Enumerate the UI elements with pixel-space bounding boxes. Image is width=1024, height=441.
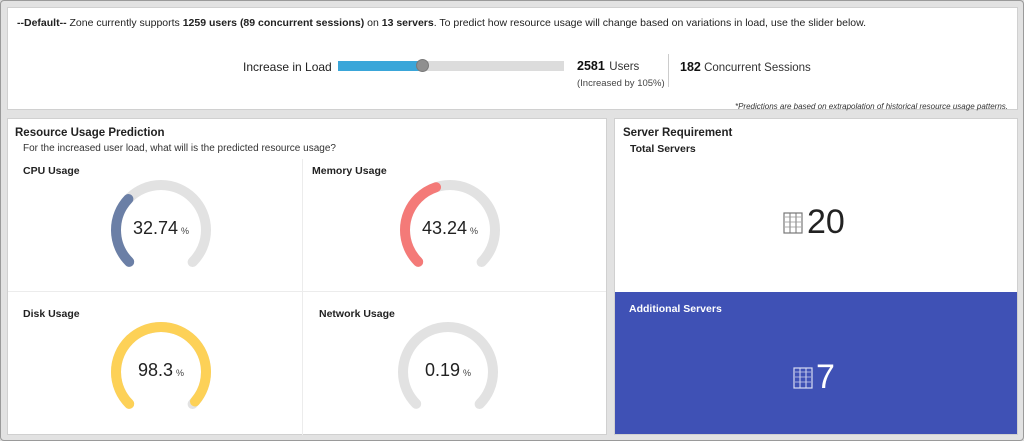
usage-panel-title: Resource Usage Prediction [15,127,165,139]
current-sessions: (89 concurrent sessions) [239,17,365,29]
network-usage-title: Network Usage [319,308,395,320]
predicted-sessions-label: Concurrent Sessions [704,62,811,74]
predicted-sessions: 182 Concurrent Sessions [680,60,811,74]
resource-usage-panel: Resource Usage Prediction For the increa… [7,118,607,435]
cpu-usage-title: CPU Usage [23,165,80,177]
disk-usage-value: 98.3% [137,360,185,380]
usage-panel-subtitle: For the increased user load, what will i… [23,143,336,154]
increase-note: (Increased by 105%) [577,78,665,89]
predicted-users-label: Users [609,61,640,73]
additional-servers-value-group: 7 [793,358,835,397]
server-requirement-panel: Server Requirement Total Servers 20 Addi… [614,118,1018,435]
disk-gauge-arc [111,322,211,422]
predicted-users: 2581 Users (Increased by 105%) [577,57,665,89]
additional-servers-card: Additional Servers 7 [615,292,1017,434]
cpu-usage-value: 32.74% [132,218,190,238]
memory-usage-value: 43.24% [421,218,479,238]
increase-load-label: Increase in Load [243,60,332,74]
server-rack-icon [783,211,803,234]
network-usage-value: 0.19% [424,360,472,380]
predicted-users-value: 2581 [577,59,605,73]
cpu-gauge-arc [111,180,211,280]
additional-servers-value: 7 [816,358,835,396]
load-slider[interactable] [338,59,564,72]
current-servers: 13 servers [381,17,434,29]
additional-servers-title: Additional Servers [629,303,722,315]
cpu-gauge [111,180,211,280]
disk-gauge [111,322,211,422]
total-servers-value-group: 20 [783,203,845,242]
memory-usage-title: Memory Usage [312,165,387,177]
prediction-footnote: *Predictions are based on extrapolation … [734,102,1008,111]
total-servers-value: 20 [807,203,845,241]
zone-name: --Default-- [17,17,67,29]
server-panel-title: Server Requirement [623,127,733,139]
load-simulation-panel: --Default-- Zone currently supports 1259… [7,7,1018,111]
predicted-sessions-value: 182 [680,60,701,74]
divider [668,54,669,87]
disk-usage-title: Disk Usage [23,308,80,320]
network-gauge-track [398,322,498,422]
network-gauge [398,322,498,422]
zone-summary: --Default-- Zone currently supports 1259… [17,17,867,29]
current-users: 1259 users [182,17,238,29]
load-slider-fill [338,61,422,71]
total-servers-title: Total Servers [630,143,696,155]
grid-divider-horizontal [8,291,606,292]
memory-gauge [400,180,500,280]
server-rack-icon [793,366,813,389]
grid-divider-vertical [302,159,303,435]
load-slider-thumb[interactable] [415,59,429,72]
memory-gauge-arc [400,180,500,280]
